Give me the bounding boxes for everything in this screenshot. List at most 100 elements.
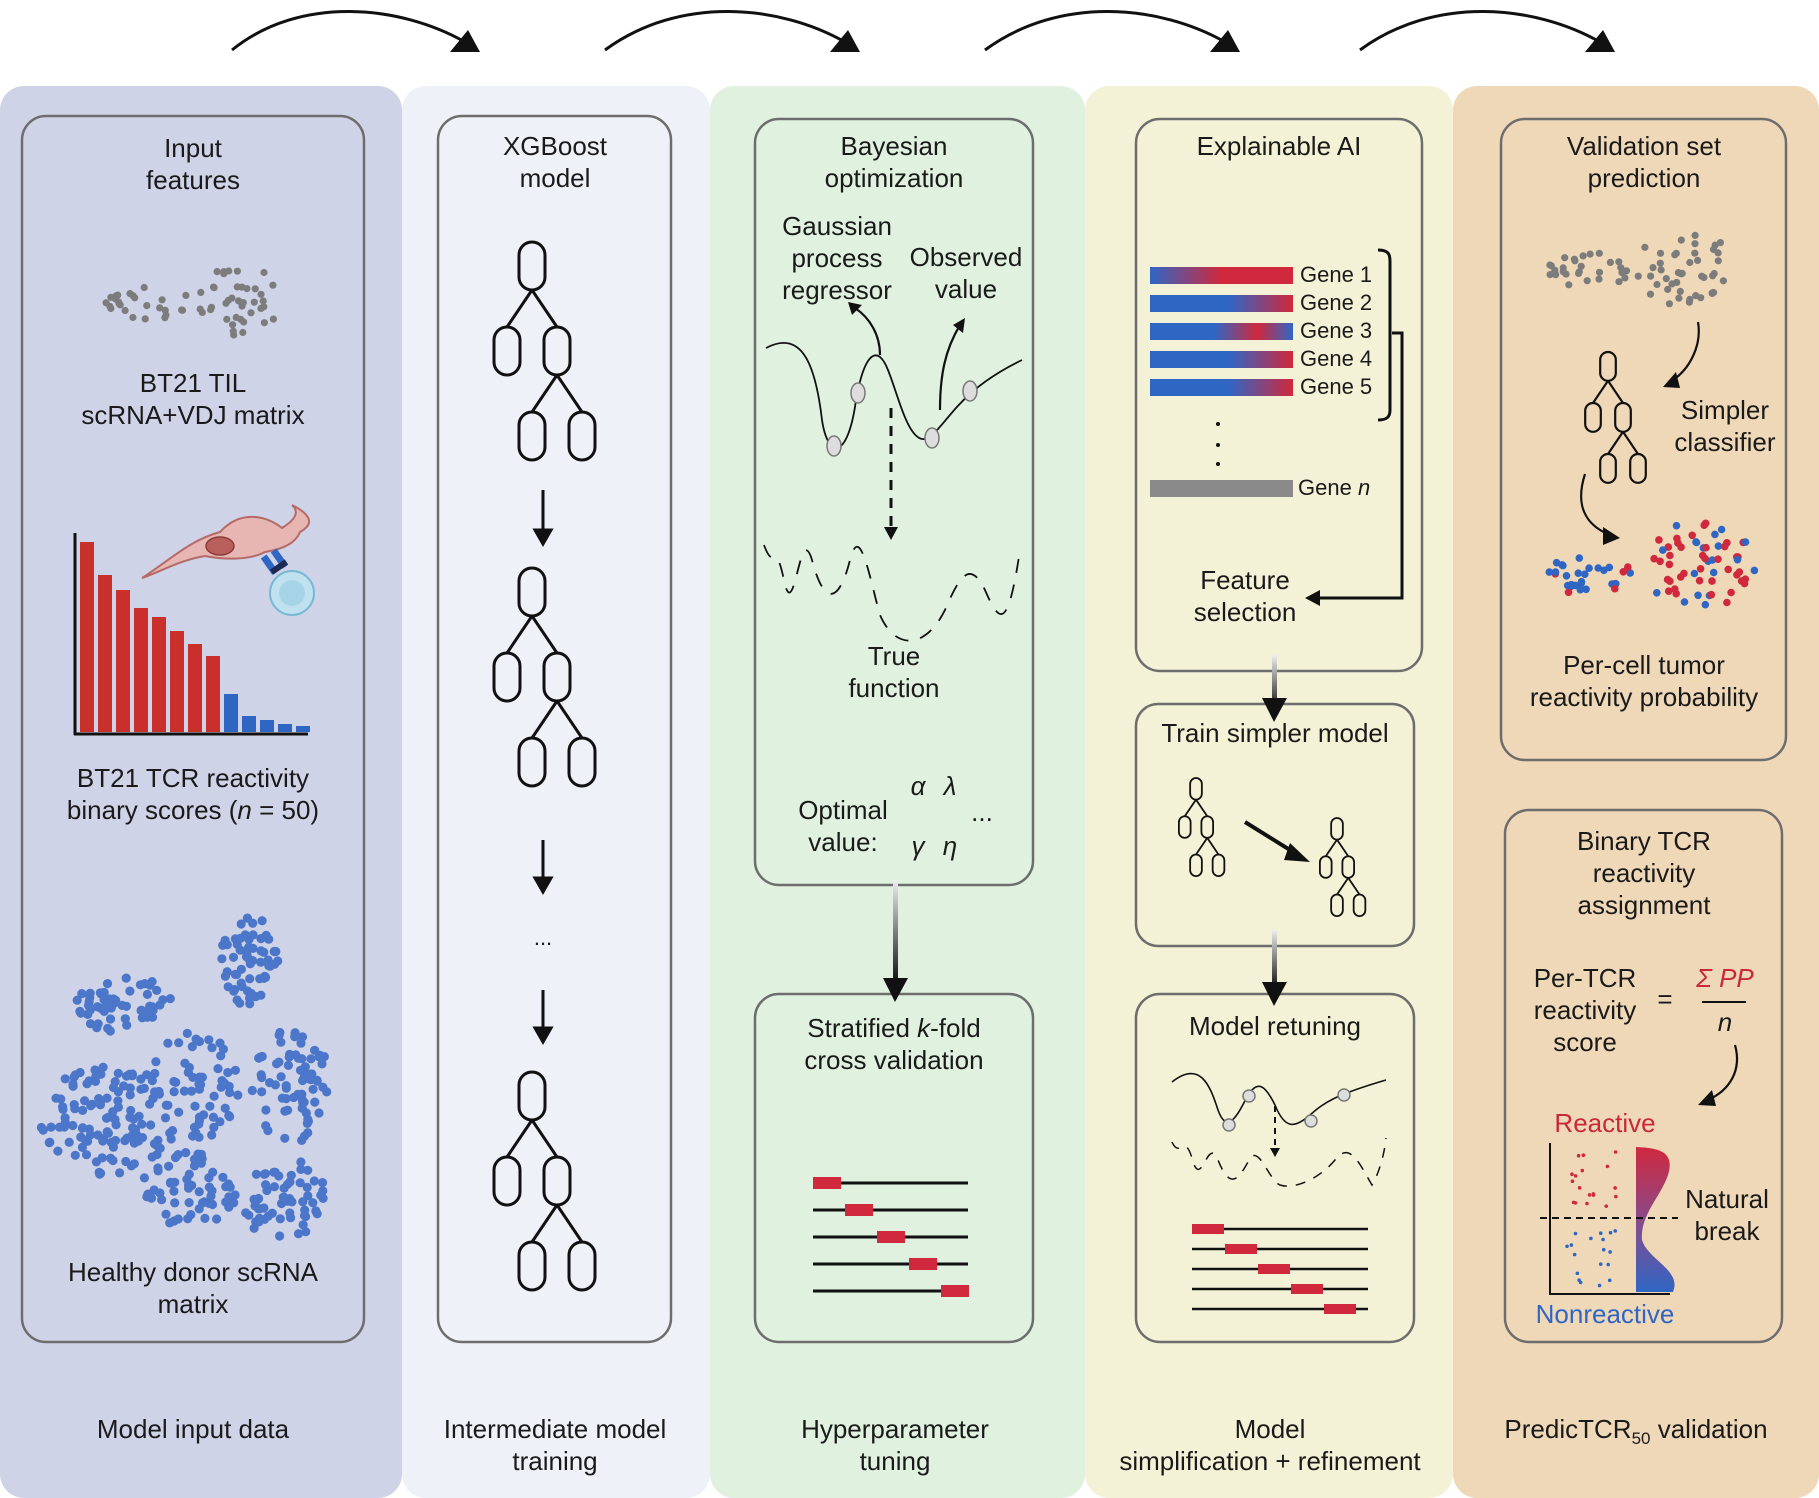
donor-cell-dot	[310, 1097, 320, 1107]
donor-cell-dot	[125, 1112, 135, 1122]
cell-dot	[1649, 264, 1657, 272]
cell-dot	[1686, 295, 1694, 303]
gene-4-label: Gene 4	[1300, 346, 1373, 371]
tree-edge	[1592, 380, 1609, 404]
donor-cell-dot	[259, 1203, 269, 1213]
donor-cell-dot	[75, 1067, 85, 1078]
cell-probability-dot	[1672, 521, 1681, 530]
donor-cell-dot	[75, 1006, 85, 1017]
tree-edge	[555, 700, 584, 739]
reactive-label: Reactive	[1554, 1108, 1656, 1138]
column-training-bg	[402, 86, 710, 1498]
cell-dot	[162, 311, 170, 319]
donor-cell-dot	[298, 1220, 308, 1230]
donor-cell-dot	[270, 1167, 280, 1177]
feature-selection-arrow	[1318, 331, 1404, 600]
bar	[152, 617, 166, 732]
donor-cell-dot	[218, 1172, 228, 1182]
input-features-box	[20, 114, 366, 1344]
donor-cell-dot	[122, 1020, 132, 1030]
donor-cell-dot	[120, 1136, 130, 1146]
cell-dot	[1559, 264, 1567, 272]
cell-dot	[115, 300, 123, 308]
feature-selection-arrow-head	[1305, 590, 1320, 606]
gp-curve	[765, 342, 1023, 449]
cell-dot	[1674, 269, 1682, 277]
donor-cell-dot	[81, 1150, 92, 1160]
gene-bracket	[1377, 248, 1392, 422]
cell-dot	[1710, 269, 1718, 278]
binary-box	[1503, 808, 1784, 1344]
cell-dot	[235, 297, 243, 305]
cell-dot	[247, 309, 255, 317]
reactive-dot	[1605, 1164, 1610, 1169]
donor-cell-dot	[186, 1210, 196, 1220]
xgboost-box	[436, 114, 673, 1344]
donor-cell-dot	[257, 1072, 267, 1083]
donor-cell-dot	[99, 1006, 109, 1017]
top-arrow-heads	[450, 30, 1615, 52]
donor-cell-dot	[251, 1169, 261, 1179]
donor-cell-dot	[309, 1176, 319, 1186]
donor-cell-dot	[209, 1122, 219, 1132]
donor-cell-dot	[179, 1086, 189, 1096]
donor-cell-dot	[244, 954, 254, 965]
donor-cell-dot	[180, 1058, 190, 1068]
donor-cell-dot	[290, 1028, 300, 1038]
donor-cell-dot	[122, 1071, 132, 1081]
cell-dot	[224, 296, 232, 304]
reactive-dot	[1576, 1153, 1581, 1158]
donor-cell-dot	[276, 1037, 286, 1047]
cell-probability-dot	[1650, 554, 1658, 563]
cell-probability-dot	[1727, 588, 1735, 597]
bar	[188, 644, 202, 732]
cell-dot	[1664, 285, 1672, 293]
simpler-classifier-tree	[1584, 350, 1647, 484]
donor-cell-dot	[301, 1227, 311, 1237]
donor-cell-dot	[303, 1191, 313, 1201]
donor-cell-dot	[58, 1104, 68, 1114]
natural-break-plot	[1540, 1143, 1678, 1295]
cell-probability-dot	[1690, 569, 1699, 578]
donor-cell-dot	[129, 1138, 139, 1148]
donor-cell-dot	[147, 1076, 157, 1086]
cell-probability-dot	[1582, 585, 1590, 594]
cell-dot	[269, 281, 277, 289]
donor-cell-dot	[317, 1059, 327, 1069]
tree-edge	[505, 1119, 534, 1158]
retune-cv-folds	[1192, 1224, 1368, 1314]
cell-probability-dot	[1563, 581, 1572, 590]
cell-probability-dot	[1656, 557, 1664, 566]
cell-probability-dot	[1714, 542, 1723, 550]
donor-cell-dot	[91, 1071, 101, 1081]
donor-cell-dot	[142, 989, 152, 1000]
donor-cell-dot	[60, 1074, 70, 1084]
donor-cell-dot	[215, 1038, 225, 1048]
equals-sign: =	[1657, 984, 1673, 1014]
donor-cell-dot	[256, 990, 266, 1000]
donor-cell-dot	[245, 974, 255, 984]
donor-cell-dot	[155, 1000, 165, 1010]
cell-probability-dot	[1585, 564, 1593, 572]
xgboost-ellipsis: ...	[533, 925, 553, 950]
nonreactive-dot	[1606, 1262, 1611, 1267]
nonreactive-dot	[1613, 1229, 1618, 1233]
donor-cell-dot	[298, 1075, 308, 1086]
donor-cell-dot	[308, 1198, 318, 1208]
simpler-model-title: Train simpler model	[1161, 718, 1389, 748]
donor-cell-dot	[152, 985, 162, 996]
cell-dot	[1551, 266, 1559, 274]
bar	[134, 608, 148, 732]
gradient-arrow-xai-simpler	[1262, 655, 1287, 722]
cell-probability-dot	[1653, 589, 1661, 597]
tree-edge	[530, 289, 559, 328]
cell-probability-dot	[1576, 585, 1585, 594]
cell-dot	[1673, 278, 1681, 286]
gp-curve-arrows	[854, 307, 961, 411]
donor-cell-dot	[285, 1208, 295, 1218]
retune-curve	[1171, 1072, 1387, 1126]
donor-cell-dot	[286, 1170, 296, 1180]
donor-cell-dot	[218, 940, 228, 950]
cell-probability-dot	[1659, 546, 1667, 554]
donor-cell-dot	[265, 961, 275, 971]
